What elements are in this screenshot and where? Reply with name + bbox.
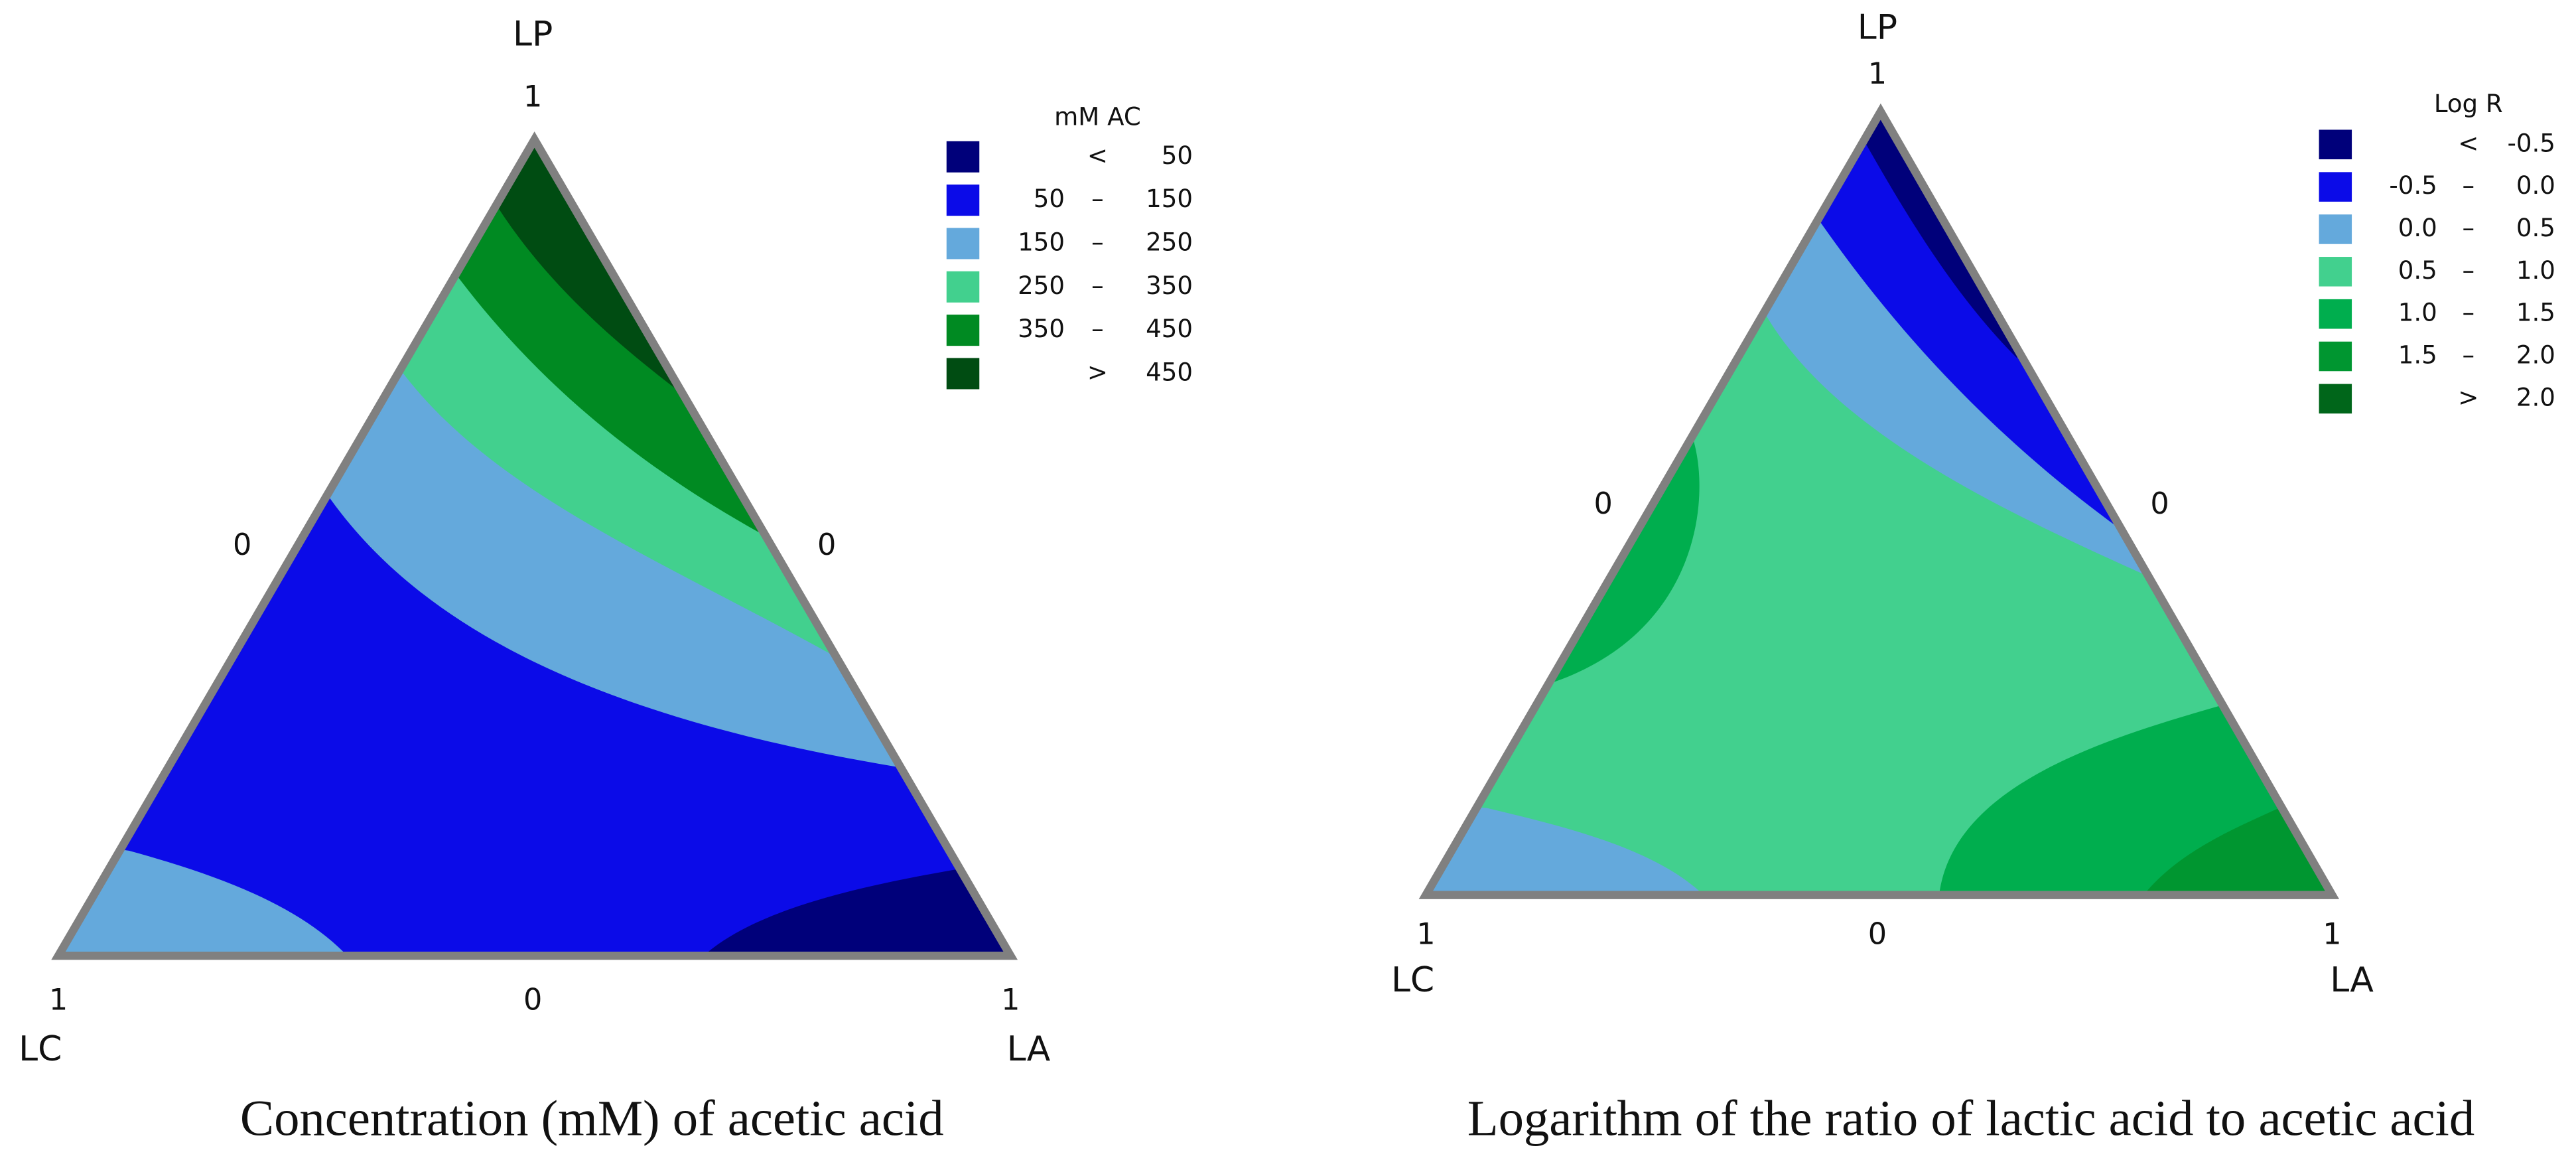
axis-tick-label: 1 [1416, 917, 1435, 952]
axis-tick-label: 0 [1593, 486, 1612, 521]
contour-region [690, 867, 1011, 956]
legend-label: – [2462, 214, 2474, 242]
legend-label: 250 [1018, 271, 1065, 300]
ternary-plot [1426, 111, 2333, 895]
legend-label: > [1087, 358, 1108, 386]
axis-tick-label: 0 [817, 528, 836, 562]
legend-label: 1.5 [2398, 340, 2437, 369]
vertex-label: LP [513, 14, 553, 54]
legend-label: 50 [1034, 184, 1065, 213]
axis-tick-label: 1 [49, 983, 68, 1017]
legend-swatch [946, 184, 980, 216]
vertex-label: LP [1858, 8, 1897, 48]
axis-tick-label: 1 [1001, 983, 1020, 1017]
legend-label: 0.0 [2398, 214, 2437, 242]
axis-tick-label: 0 [523, 983, 542, 1017]
legend-label: 2.0 [2516, 340, 2555, 369]
legend-label: 350 [1146, 271, 1193, 300]
legend-swatch [2319, 214, 2352, 244]
legend-swatch [2319, 341, 2352, 372]
vertex-label: LA [2330, 960, 2374, 1000]
legend-label: – [2462, 171, 2474, 200]
legend-label: 1.5 [2516, 299, 2555, 327]
chart-title: Logarithm of the ratio of lactic acid to… [1467, 1090, 2474, 1146]
legend-label: 0.5 [2516, 214, 2555, 242]
legend-label: – [2462, 299, 2474, 327]
legend-label: 2.0 [2516, 383, 2555, 411]
legend-swatch [2319, 257, 2352, 287]
legend-swatch [2319, 129, 2352, 160]
legend-label: 1.0 [2398, 299, 2437, 327]
triangle-border [1418, 103, 2340, 899]
ternary-plot [58, 139, 1011, 956]
legend-label: 450 [1146, 315, 1193, 343]
axis-tick-label: 0 [2150, 486, 2169, 521]
legend-label: – [1091, 271, 1104, 300]
legend-swatch [946, 141, 980, 173]
legend-label: – [2462, 340, 2474, 369]
contour-region [1426, 111, 2333, 895]
legend-swatch [2319, 172, 2352, 202]
legend-label: < [1087, 141, 1108, 170]
legend-swatch [946, 271, 980, 303]
contour-region [1426, 801, 1718, 895]
legend-label: 1.0 [2516, 256, 2555, 285]
axis-tick-label: 0 [233, 528, 251, 562]
chart-title: Concentration (mM) of acetic acid [240, 1090, 944, 1146]
legend-swatch [2319, 299, 2352, 329]
legend-swatch [2319, 384, 2352, 414]
triangle-border [51, 131, 1018, 960]
vertex-label: LC [19, 1029, 62, 1069]
legend-swatch [946, 358, 980, 390]
legend-label: 250 [1146, 228, 1193, 256]
legend-label: > [2458, 383, 2478, 411]
vertex-label: LA [1007, 1029, 1051, 1069]
legend-label: -0.5 [2508, 129, 2555, 157]
axis-tick-label: 1 [1868, 56, 1887, 91]
legend-label: 50 [1162, 141, 1193, 170]
legend-label: < [2458, 129, 2478, 157]
legend-swatch [946, 228, 980, 259]
axis-tick-label: 1 [2323, 917, 2341, 952]
legend-swatch [946, 315, 980, 346]
vertex-label: LC [1391, 960, 1434, 1000]
legend-label: 350 [1018, 315, 1065, 343]
legend-label: – [1091, 228, 1104, 256]
legend-label: 0.0 [2516, 171, 2555, 200]
legend-title: mM AC [1054, 103, 1141, 131]
legend-label: 0.5 [2398, 256, 2437, 285]
legend-label: -0.5 [2389, 171, 2437, 200]
legend-label: – [1091, 184, 1104, 213]
legend-label: 450 [1146, 358, 1193, 386]
legend-label: 150 [1018, 228, 1065, 256]
axis-tick-label: 0 [1868, 917, 1887, 952]
legend-label: – [1091, 315, 1104, 343]
legend-title: Log R [2434, 90, 2503, 118]
legend-label: 150 [1146, 184, 1193, 213]
axis-tick-label: 1 [523, 79, 542, 113]
contour-region [58, 838, 359, 956]
legend-label: – [2462, 256, 2474, 285]
